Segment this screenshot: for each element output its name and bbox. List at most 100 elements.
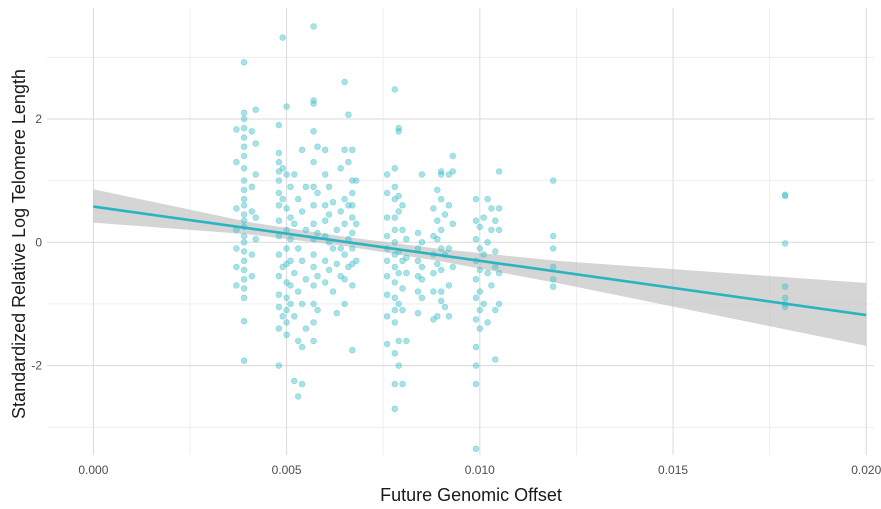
data-point [233, 263, 240, 271]
data-point [383, 214, 391, 221]
data-point [240, 109, 248, 117]
data-point [240, 115, 248, 123]
data-point [275, 177, 283, 184]
data-point [240, 177, 248, 184]
data-point [549, 283, 557, 290]
data-point [298, 257, 306, 264]
data-point [279, 195, 286, 203]
data-point [310, 263, 317, 271]
data-point [314, 189, 321, 197]
regression-line [93, 205, 867, 317]
data-point [472, 195, 480, 203]
data-point [441, 211, 449, 218]
data-point [492, 306, 499, 314]
data-point [472, 294, 480, 301]
y-tick-label: 2 [35, 112, 42, 126]
data-point [484, 195, 491, 203]
data-point [438, 266, 445, 274]
data-point [240, 195, 248, 203]
data-point [298, 300, 306, 308]
data-point [476, 306, 483, 314]
data-point [329, 245, 337, 252]
data-point [549, 245, 557, 252]
data-point [472, 343, 480, 351]
data-point [399, 285, 406, 292]
data-point [391, 306, 398, 314]
data-point [383, 273, 391, 280]
data-point [333, 226, 340, 234]
data-point [472, 362, 480, 369]
data-point [399, 380, 406, 388]
data-point [383, 291, 391, 298]
data-point [310, 158, 317, 166]
data-point [492, 248, 499, 255]
data-point [240, 217, 248, 224]
data-point [291, 171, 298, 178]
data-point [488, 226, 495, 234]
data-point [438, 297, 445, 305]
data-point [449, 263, 456, 271]
data-point [322, 279, 329, 286]
data-point [395, 337, 402, 345]
data-point [310, 220, 317, 228]
data-point [418, 276, 426, 283]
data-point [395, 269, 402, 277]
data-point [240, 294, 248, 301]
data-point [240, 143, 248, 150]
data-point [403, 269, 410, 277]
data-point [472, 236, 480, 243]
data-point [418, 263, 426, 271]
data-point [233, 205, 240, 212]
data-point [248, 208, 256, 215]
data-point [310, 183, 317, 191]
data-point [549, 276, 557, 283]
data-point [391, 279, 398, 286]
data-point [391, 263, 398, 271]
data-point [240, 232, 248, 240]
data-point [287, 282, 294, 289]
data-point [434, 260, 441, 268]
data-point [291, 220, 298, 228]
data-point [341, 195, 348, 203]
data-point [438, 195, 445, 203]
data-point [449, 168, 456, 175]
data-point [310, 300, 317, 308]
data-point [399, 306, 406, 314]
data-point [322, 146, 329, 154]
data-point [252, 214, 259, 221]
data-point [275, 121, 283, 129]
data-point [295, 393, 302, 400]
data-point [291, 269, 298, 277]
data-point [310, 251, 317, 258]
data-point [438, 171, 445, 178]
data-point [349, 146, 356, 154]
data-point [391, 239, 398, 246]
data-point [403, 337, 410, 345]
data-point [391, 183, 398, 191]
data-point [240, 285, 248, 292]
data-point [240, 186, 248, 194]
data-point [310, 282, 317, 289]
data-point [287, 183, 294, 191]
data-point [302, 325, 310, 332]
data-point [283, 103, 290, 110]
data-point [480, 251, 487, 258]
data-point [476, 245, 483, 252]
y-tick-label: 0 [35, 235, 42, 249]
data-point [310, 128, 317, 135]
data-point [549, 177, 557, 184]
data-point [495, 168, 503, 175]
minor-gridlines [47, 8, 874, 455]
data-point [240, 357, 248, 364]
data-point [233, 126, 240, 133]
data-point [391, 319, 398, 326]
data-point [240, 257, 248, 264]
data-point [275, 217, 283, 224]
data-point [472, 276, 480, 283]
data-point [383, 171, 391, 178]
data-point [449, 220, 456, 228]
data-point [484, 239, 491, 246]
data-point [484, 319, 491, 326]
data-point [302, 183, 310, 191]
